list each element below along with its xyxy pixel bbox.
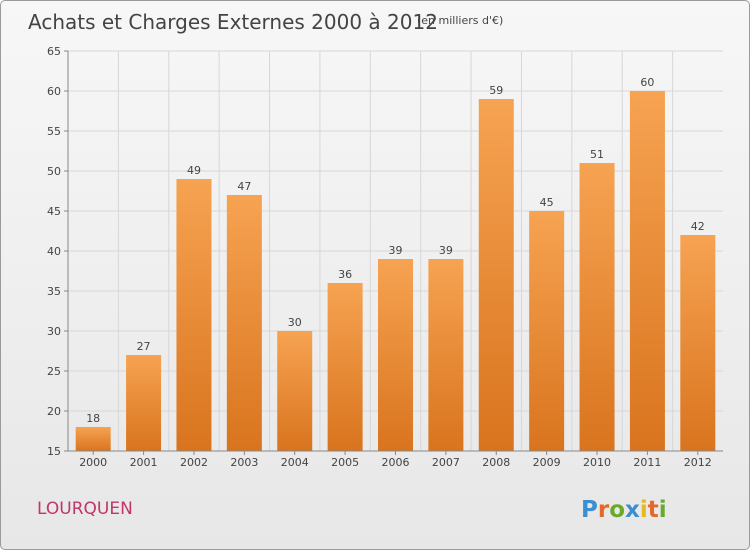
logo-letter: P [581,497,598,523]
x-tick-label-2005: 2005 [331,456,359,469]
data-label-2000: 18 [86,412,100,425]
bar-2010 [579,163,615,451]
data-label-2007: 39 [439,244,453,257]
y-tick-label: 50 [47,165,61,178]
y-tick-label: 40 [47,245,61,258]
data-label-2010: 51 [590,148,604,161]
bars [75,91,716,451]
x-tick-label-2001: 2001 [130,456,158,469]
bar-2008 [478,99,514,451]
x-tick-label-2002: 2002 [180,456,208,469]
y-tick-label: 15 [47,445,61,458]
data-label-2001: 27 [137,340,151,353]
logo-letter: x [625,497,640,523]
x-tick-label-2010: 2010 [583,456,611,469]
x-tick-label-2012: 2012 [684,456,712,469]
y-tick-label: 55 [47,125,61,138]
bar-2007 [428,259,464,451]
bar-2000 [75,427,111,451]
y-tick-label: 20 [47,405,61,418]
bar-2001 [126,355,162,451]
y-tick-label: 45 [47,205,61,218]
y-tick-label: 30 [47,325,61,338]
bar-2011 [629,91,665,451]
data-label-2008: 59 [489,84,503,97]
logo-letter: i [659,497,667,523]
x-tick-label-2004: 2004 [281,456,309,469]
data-label-2005: 36 [338,268,352,281]
data-label-2003: 47 [237,180,251,193]
x-tick-label-2007: 2007 [432,456,460,469]
data-label-2009: 45 [540,196,554,209]
logo-letter: t [648,497,659,523]
bar-2012 [680,235,716,451]
proxiti-logo: Proxiti [581,497,667,523]
bar-2002 [176,179,212,451]
bar-2003 [226,195,262,451]
y-tick-label: 35 [47,285,61,298]
bar-2004 [277,331,313,451]
data-label-2012: 42 [691,220,705,233]
logo-letter: i [640,497,648,523]
y-tick-label: 60 [47,85,61,98]
chart-title: Achats et Charges Externes 2000 à 2012 [28,10,438,34]
data-label-2004: 30 [288,316,302,329]
data-label-2011: 60 [640,76,654,89]
logo-letter: o [609,497,625,523]
data-label-2002: 49 [187,164,201,177]
x-tick-label-2011: 2011 [633,456,661,469]
chart-unit-label: (en milliers d'€) [417,14,503,27]
x-tick-label-2003: 2003 [230,456,258,469]
x-tick-label-2008: 2008 [482,456,510,469]
y-tick-label: 65 [47,45,61,58]
bar-2006 [378,259,413,451]
logo-letter: r [598,497,610,523]
data-label-2006: 39 [389,244,403,257]
bar-2009 [529,211,565,451]
commune-name: LOURQUEN [37,499,133,519]
x-tick-label-2000: 2000 [79,456,107,469]
y-tick-label: 25 [47,365,61,378]
bar-2005 [327,283,363,451]
labels: 15 20 25 30 35 40 45 50 55 60 65 18 2000 27 2001 49 2002… [47,45,712,469]
x-tick-label-2009: 2009 [533,456,561,469]
axes [64,50,723,455]
x-tick-label-2006: 2006 [382,456,410,469]
